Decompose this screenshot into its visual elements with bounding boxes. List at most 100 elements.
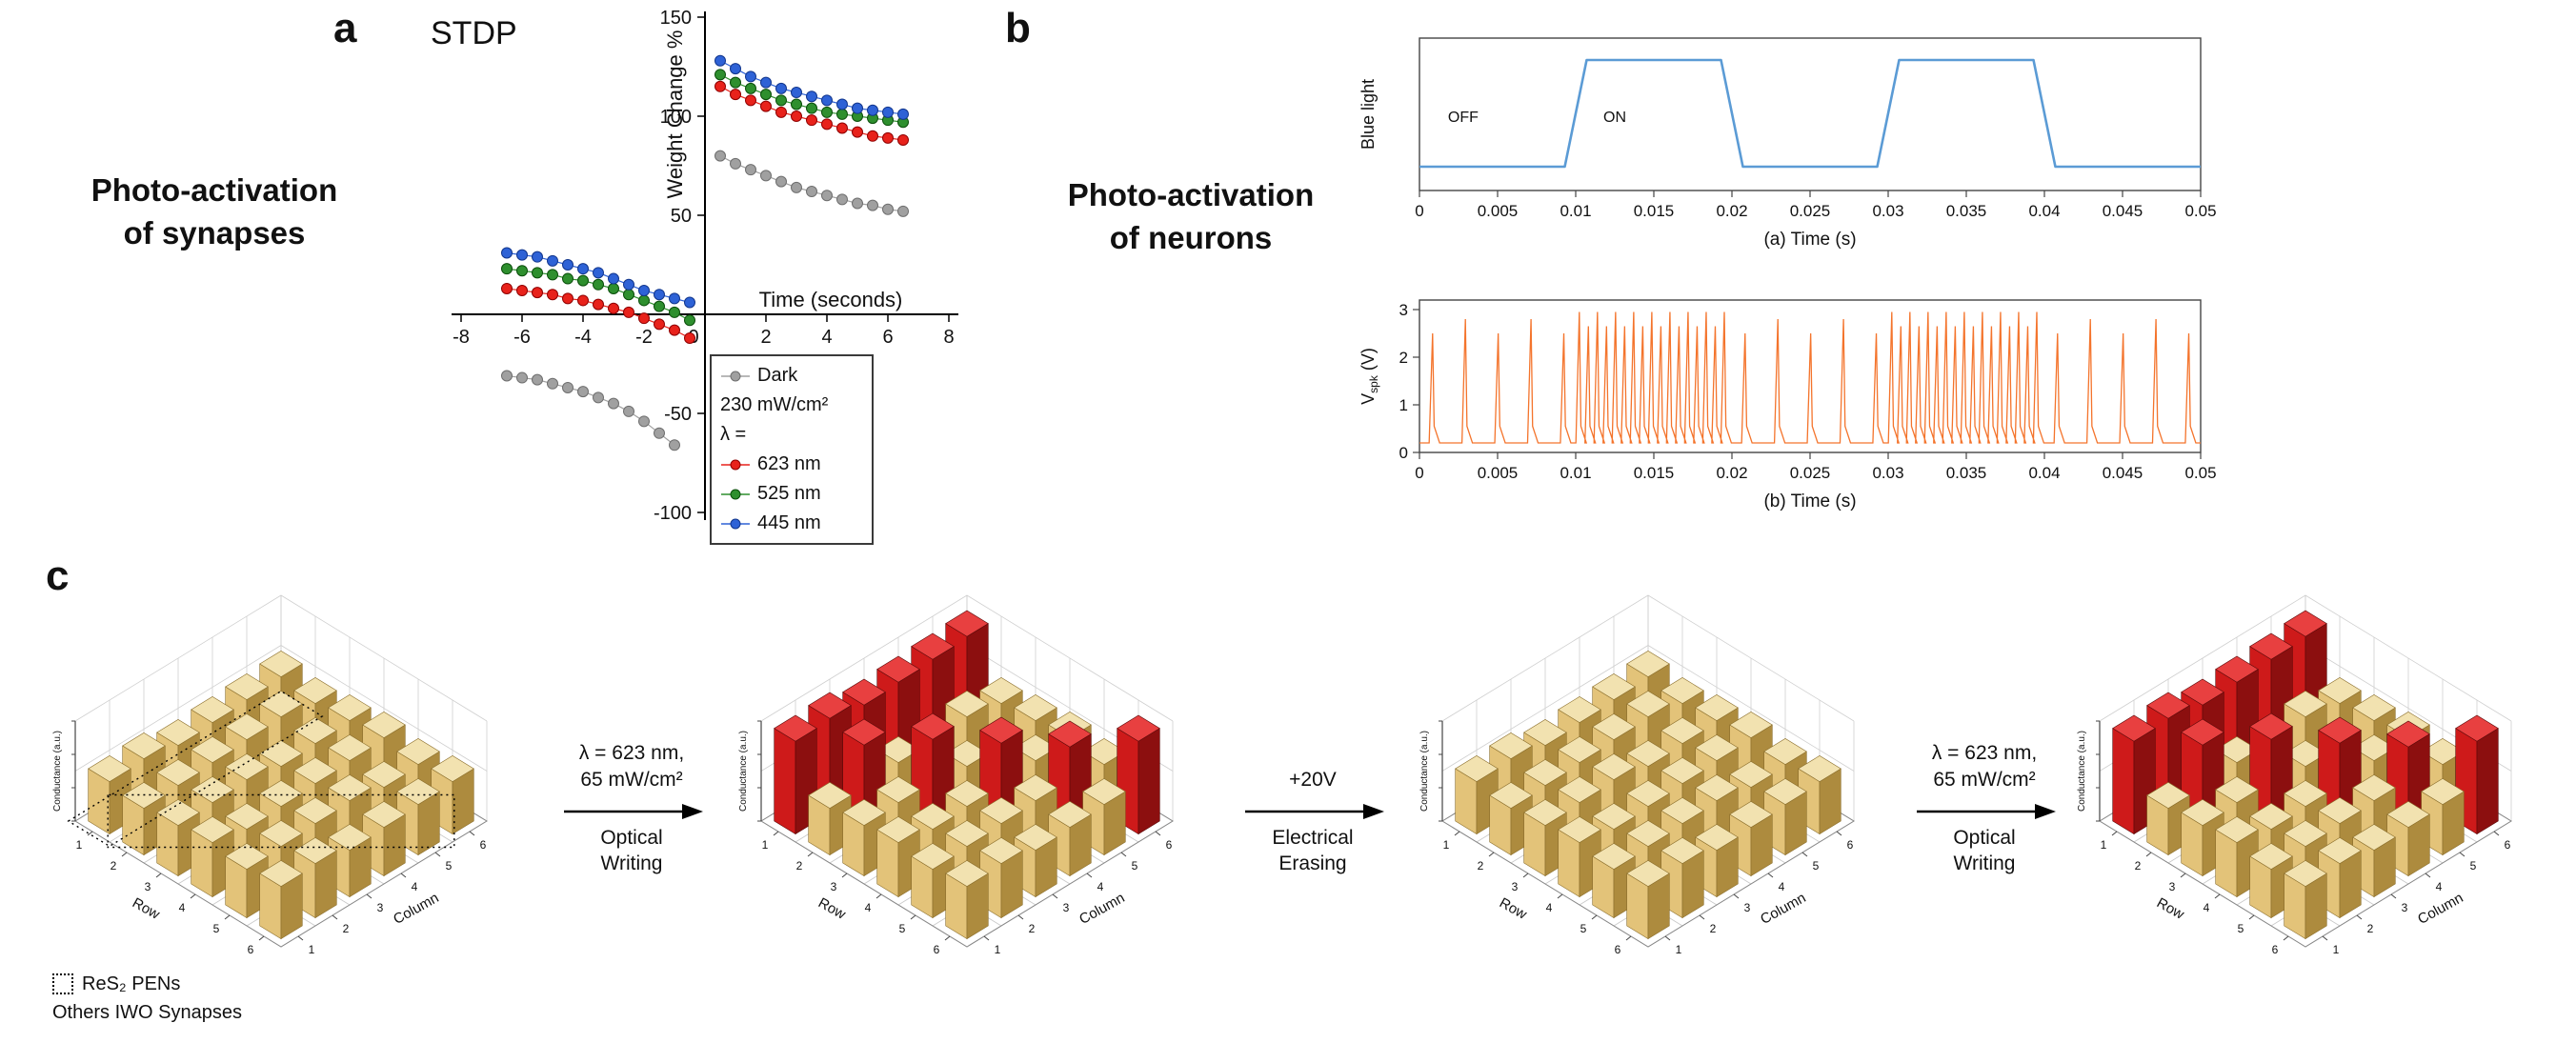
x-tick-label: 0.03 (1872, 464, 1903, 482)
column-axis-label: Column (1758, 890, 1808, 928)
z-axis-label: Conductance (a.u.) (1419, 731, 1430, 812)
row-tick-label: 1 (2101, 838, 2107, 852)
x-axis-label: (a) Time (s) (1763, 230, 1856, 250)
stdp-legend: Dark 230 mW/cm² λ = 623 nm 525 nm 445 nm (710, 354, 874, 545)
pen-outline-row (67, 690, 324, 848)
legend-label: 230 mW/cm² (720, 394, 829, 415)
col-tick-label: 2 (2367, 922, 2374, 935)
x-tick-label: 0.04 (2028, 202, 2060, 220)
col-tick-label: 6 (480, 838, 487, 852)
row-tick-label: 5 (2238, 922, 2244, 935)
transition-optical-writing-1: λ = 623 nm, 65 mW/cm² Optical Writing (551, 735, 713, 877)
stdp-series-623-nm (501, 80, 909, 344)
row-tick-label: 3 (1512, 880, 1519, 893)
z-axis-label: Conductance (a.u.) (2077, 731, 2087, 812)
dotted-box-icon (52, 973, 73, 994)
col-tick-label: 2 (1710, 922, 1717, 935)
x-axis-label: Time (seconds) (759, 288, 903, 311)
x-tick-label: 0.05 (2184, 202, 2216, 220)
y-tick-label: -50 (664, 404, 692, 425)
row-tick-label: 5 (899, 922, 906, 935)
row-tick-label: 4 (865, 901, 872, 914)
x-tick-label: 0.015 (1634, 464, 1675, 482)
panel-a-label: a (333, 5, 357, 51)
x-tick-label: 0.01 (1560, 202, 1591, 220)
legend-item: 445 nm (720, 509, 863, 538)
row-tick-label: 4 (179, 901, 186, 914)
row-tick-label: 6 (1615, 943, 1621, 956)
side-title-line: Photo-activation (91, 172, 338, 208)
x-tick-label: -8 (453, 327, 470, 348)
array-3d-initial: Conductance (a.u.) 1 2 3 4 5 6 1 2 3 4 5 6 Row Column (52, 594, 488, 956)
y-axis-label: Weight Change % (663, 30, 687, 199)
col-tick-label: 2 (1029, 922, 1036, 935)
col-tick-label: 3 (377, 901, 384, 914)
series-marker-icon (721, 489, 750, 499)
array-3d-after-optical-writing-2: Conductance (a.u.) 1 2 3 4 5 6 1 2 3 4 5 6 Row Column (2077, 594, 2512, 956)
x-tick-label: 0.05 (2184, 464, 2216, 482)
x-tick-label: 0 (1415, 464, 1423, 482)
y-tick-label: 2 (1399, 349, 1408, 367)
condition-line: λ = 623 nm, (578, 742, 685, 765)
x-tick-label: 0.045 (2103, 202, 2143, 220)
bars (1455, 651, 1841, 940)
col-tick-label: 4 (2436, 880, 2443, 893)
x-tick-label: 0.035 (1946, 464, 1987, 482)
legend-label: 445 nm (757, 512, 821, 533)
arrow-right-icon (1917, 804, 2056, 819)
x-tick-label: 0 (1415, 202, 1423, 220)
array-chart-erased: Conductance (a.u.) 1 2 3 4 5 6 1 2 3 4 5 6 Row Column (1419, 594, 1855, 956)
row-tick-label: 1 (76, 838, 83, 852)
x-tick-label: 2 (760, 327, 771, 348)
vspk-chart: 0 0.005 0.01 0.015 0.02 0.025 0.03 0.035 0.04 0.0… (1358, 299, 2217, 511)
x-tick-label: 0.025 (1790, 202, 1831, 220)
row-axis-label: Row (1497, 894, 1530, 922)
row-tick-label: 3 (145, 880, 151, 893)
row-tick-label: 2 (2135, 859, 2142, 873)
blue-light-trace (1419, 58, 2201, 169)
series-marker-icon (721, 371, 750, 381)
action-line: Erasing (1278, 852, 1347, 875)
col-tick-label: 4 (1097, 880, 1104, 893)
panel-a-side-title: Photo-activation of synapses (38, 170, 391, 254)
transition-condition: λ = 623 nm, 65 mW/cm² (551, 735, 713, 792)
array-chart-rewritten: Conductance (a.u.) 1 2 3 4 5 6 1 2 3 4 5 6 Row Column (2077, 594, 2512, 956)
transition-action: Electrical Erasing (1232, 825, 1394, 877)
col-tick-label: 2 (343, 922, 350, 935)
col-tick-label: 3 (1744, 901, 1751, 914)
array-chart-written: Conductance (a.u.) 1 2 3 4 5 6 1 2 3 4 5 6 Row Column (738, 594, 1174, 956)
row-tick-label: 5 (1580, 922, 1587, 935)
x-tick-label: 0.005 (1478, 202, 1519, 220)
row-tick-label: 6 (934, 943, 940, 956)
transition-electrical-erasing: +20V Electrical Erasing (1232, 735, 1394, 877)
x-tick-label: 0.02 (1716, 202, 1747, 220)
x-tick-label: 0.035 (1946, 202, 1987, 220)
state-annotation: OFF (1448, 110, 1479, 126)
stdp-series-525-nm (501, 69, 909, 327)
action-line: Writing (600, 852, 663, 875)
bars (774, 610, 1160, 940)
x-tick-label: -4 (574, 327, 592, 348)
x-tick-label: 0.025 (1790, 464, 1831, 482)
x-tick-label: 0.01 (1560, 464, 1591, 482)
legend-item: 525 nm (720, 479, 863, 509)
x-tick-label: 8 (943, 327, 954, 348)
axis-ticks: 1 2 3 4 5 6 1 2 3 4 5 6 (762, 831, 1173, 956)
pen-outline-diagonal (107, 793, 455, 849)
legend-label: 623 nm (757, 453, 821, 474)
y-axis-label: Blue light (1358, 79, 1378, 150)
row-tick-label: 2 (1478, 859, 1484, 873)
row-tick-label: 2 (796, 859, 803, 873)
row-tick-label: 4 (2204, 901, 2210, 914)
legend-item: 623 nm (720, 450, 863, 479)
legend-label: Dark (757, 365, 798, 386)
col-tick-label: 6 (1847, 838, 1854, 852)
x-tick-label: -2 (635, 327, 653, 348)
col-tick-label: 1 (995, 943, 1001, 956)
legend-item: Dark (720, 361, 863, 391)
col-tick-label: 3 (2402, 901, 2408, 914)
row-axis-label: Row (2154, 894, 2187, 922)
arrow-right-icon (564, 804, 703, 819)
y-tick-label: 0 (1399, 444, 1408, 462)
transition-action: Optical Writing (1903, 825, 2065, 877)
